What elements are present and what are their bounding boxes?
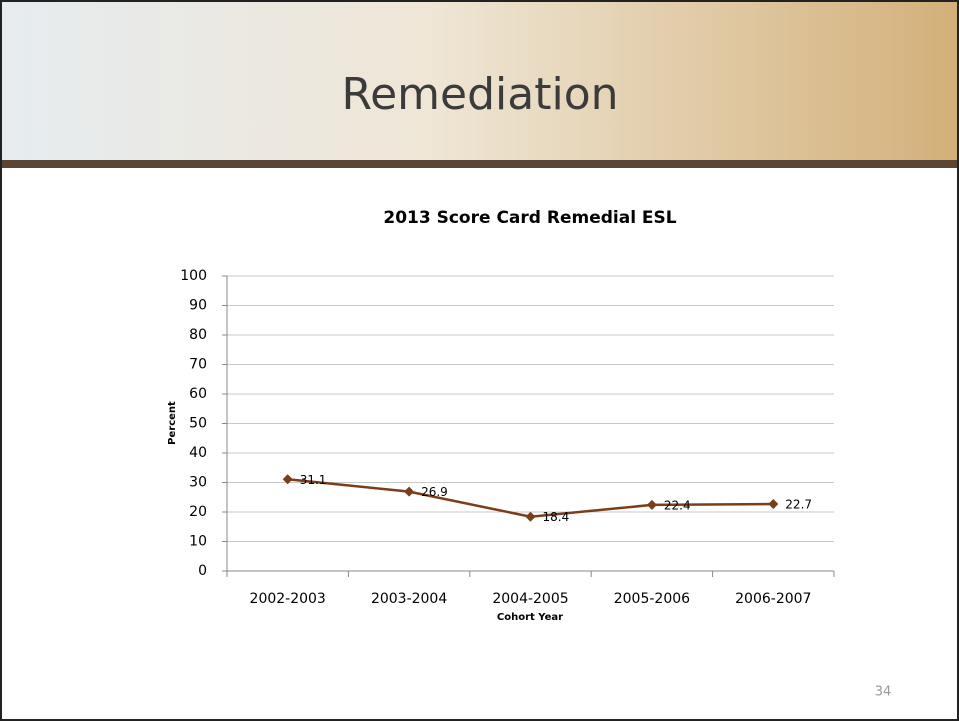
y-tick-label: 60 [189,386,207,402]
x-tick-label: 2004-2005 [492,591,568,607]
y-tick-label: 20 [189,504,207,520]
y-tick-label: 40 [189,445,207,461]
page-number: 34 [875,685,892,700]
y-tick-label: 90 [189,298,207,314]
slide-title: Remediation [342,69,619,120]
y-axis-label: Percent [167,401,178,445]
x-tick-label: 2003-2004 [371,591,447,607]
data-label: 18.4 [543,510,570,524]
data-label: 22.7 [785,498,812,512]
chart-title: 2013 Score Card Remedial ESL [383,208,676,228]
data-point [646,499,657,510]
data-point [768,499,779,510]
y-tick-label: 0 [198,563,207,579]
header-band [1,1,958,161]
data-label: 22.4 [664,498,691,512]
x-tick-label: 2005-2006 [614,591,690,607]
data-point [404,486,415,497]
y-tick-label: 50 [189,416,207,432]
header-rule [1,160,958,168]
y-tick-label: 10 [189,534,207,550]
y-tick-label: 30 [189,475,207,491]
x-tick-label: 2006-2007 [735,591,811,607]
y-tick-label: 100 [180,268,207,284]
data-point [282,474,293,485]
data-point [525,511,536,522]
data-label: 26.9 [421,485,448,499]
x-axis-label: Cohort Year [497,612,563,623]
y-tick-label: 80 [189,327,207,343]
x-tick-label: 2002-2003 [250,591,326,607]
data-label: 31.1 [300,473,327,487]
y-tick-label: 70 [189,357,207,373]
